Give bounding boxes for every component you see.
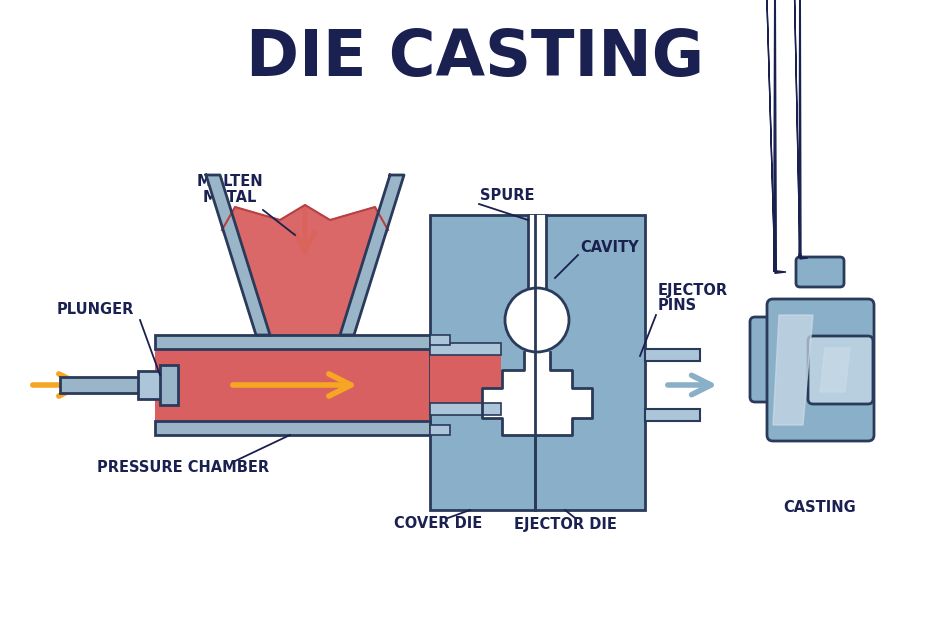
Text: PINS: PINS bbox=[658, 298, 697, 314]
Bar bbox=[430, 335, 450, 345]
Polygon shape bbox=[764, 0, 786, 273]
Bar bbox=[138, 371, 162, 399]
Bar bbox=[430, 425, 450, 435]
FancyBboxPatch shape bbox=[796, 257, 844, 287]
Polygon shape bbox=[482, 370, 592, 417]
Bar bbox=[430, 403, 501, 415]
Polygon shape bbox=[222, 205, 388, 335]
Circle shape bbox=[505, 288, 569, 352]
Text: EJECTOR: EJECTOR bbox=[658, 282, 728, 298]
Bar bbox=[60, 377, 158, 393]
Polygon shape bbox=[206, 175, 270, 335]
FancyBboxPatch shape bbox=[808, 336, 873, 404]
Bar bbox=[482, 388, 502, 417]
Polygon shape bbox=[482, 388, 592, 435]
Text: MOLTEN: MOLTEN bbox=[197, 174, 263, 190]
Text: CAVITY: CAVITY bbox=[580, 240, 638, 255]
Bar bbox=[430, 215, 535, 510]
Polygon shape bbox=[773, 0, 776, 272]
Bar bbox=[528, 215, 546, 288]
Text: COVER DIE: COVER DIE bbox=[394, 516, 482, 532]
FancyBboxPatch shape bbox=[767, 299, 874, 441]
Bar bbox=[430, 355, 501, 415]
Bar bbox=[430, 343, 501, 355]
Polygon shape bbox=[340, 175, 404, 335]
Bar bbox=[155, 421, 430, 435]
FancyBboxPatch shape bbox=[796, 409, 844, 439]
Bar bbox=[160, 365, 178, 405]
Text: PLUNGER: PLUNGER bbox=[57, 302, 134, 318]
Polygon shape bbox=[799, 0, 801, 258]
Bar bbox=[524, 352, 550, 370]
Text: PRESSURE CHAMBER: PRESSURE CHAMBER bbox=[97, 460, 269, 476]
Bar bbox=[155, 335, 430, 435]
FancyBboxPatch shape bbox=[750, 317, 782, 402]
Polygon shape bbox=[820, 348, 850, 392]
Text: METAL: METAL bbox=[202, 190, 257, 204]
Bar bbox=[645, 349, 700, 361]
Bar bbox=[535, 215, 645, 510]
Polygon shape bbox=[773, 315, 813, 425]
Bar bbox=[572, 388, 592, 417]
Bar bbox=[645, 409, 700, 421]
Text: SPURE: SPURE bbox=[480, 188, 535, 203]
Text: EJECTOR DIE: EJECTOR DIE bbox=[514, 516, 617, 532]
Polygon shape bbox=[792, 0, 808, 259]
Text: CASTING: CASTING bbox=[784, 500, 856, 516]
Text: DIE CASTING: DIE CASTING bbox=[246, 27, 704, 89]
Bar bbox=[502, 370, 572, 435]
Bar bbox=[155, 335, 430, 349]
